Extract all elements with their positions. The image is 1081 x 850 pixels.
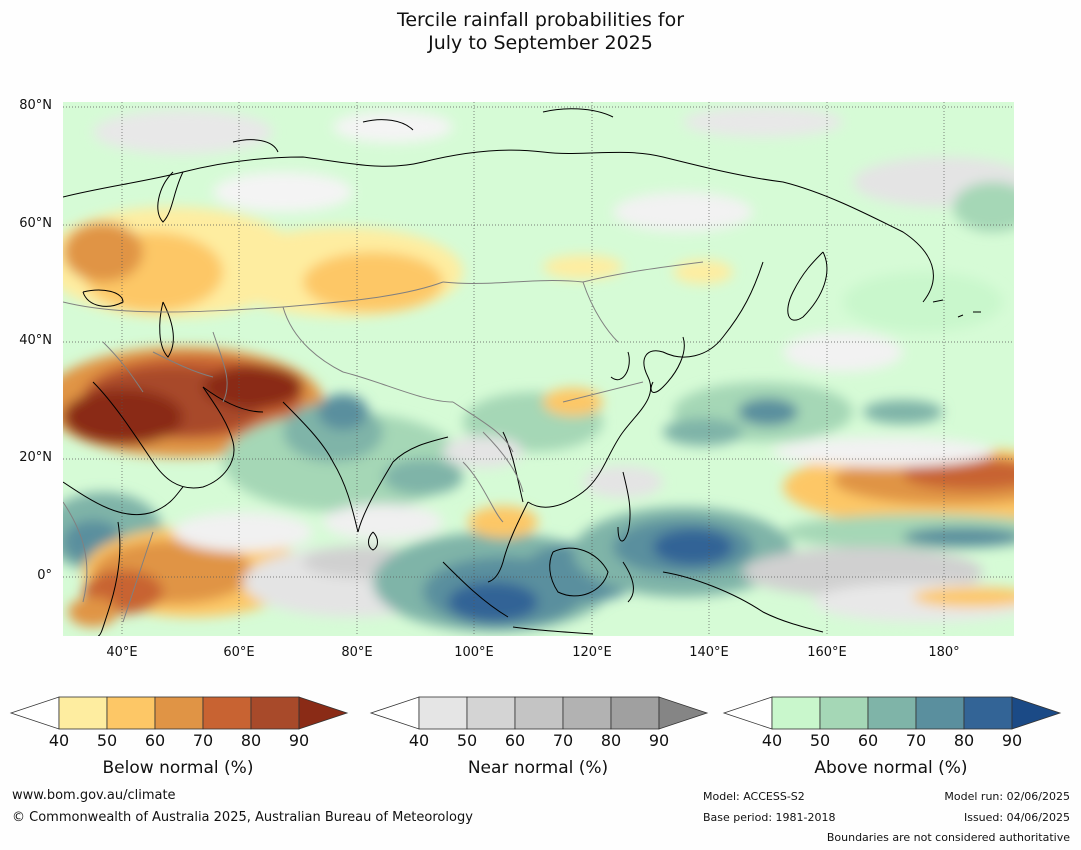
near-normal-tick-label: 70 — [552, 731, 574, 750]
below-normal-tick-label: 60 — [144, 731, 166, 750]
country-boundaries — [63, 261, 704, 623]
lon-label-60e: 60°E — [223, 645, 255, 660]
above-normal-tick-label: 40 — [761, 731, 783, 750]
lon-label-140e: 140°E — [689, 645, 729, 660]
lon-label-40e: 40°E — [106, 645, 138, 660]
near-normal-high-extend — [658, 696, 709, 730]
above-normal-swatch — [915, 696, 965, 730]
below-normal-swatch — [58, 696, 108, 730]
map-title: Tercile rainfall probabilities for July … — [0, 9, 1081, 55]
above-normal-swatch — [819, 696, 869, 730]
map-canvas — [63, 102, 1014, 636]
below-normal-high-extend — [298, 696, 349, 730]
below-normal-tick-label: 50 — [96, 731, 118, 750]
near-normal-swatch — [418, 696, 468, 730]
copyright-text: © Commonwealth of Australia 2025, Austra… — [12, 810, 473, 825]
coastlines — [63, 108, 981, 636]
lon-label-80e: 80°E — [341, 645, 373, 660]
title-line-2: July to September 2025 — [428, 32, 653, 54]
base-period-text: Base period: 1981-2018 — [703, 811, 836, 824]
below-normal-low-extend — [9, 696, 60, 730]
below-normal-tick-label: 70 — [192, 731, 214, 750]
near-normal-label: Near normal (%) — [467, 758, 609, 778]
colorbar-above-normal — [722, 696, 1062, 730]
below-normal-label: Below normal (%) — [102, 758, 254, 778]
above-normal-high-extend — [1011, 696, 1062, 730]
lat-label-20n: 20°N — [19, 450, 52, 465]
near-normal-swatch — [514, 696, 564, 730]
probability-map — [63, 102, 1014, 636]
above-normal-label: Above normal (%) — [814, 758, 968, 778]
above-normal-low-extend — [722, 696, 773, 730]
lon-label-120e: 120°E — [572, 645, 612, 660]
above-normal-tick-label: 80 — [953, 731, 975, 750]
model-run-text: Model run: 02/06/2025 — [944, 790, 1070, 803]
website-link[interactable]: www.bom.gov.au/climate — [12, 788, 176, 803]
issued-text: Issued: 04/06/2025 — [963, 811, 1070, 824]
above-normal-tick-label: 50 — [809, 731, 831, 750]
lon-label-160e: 160°E — [807, 645, 847, 660]
below-normal-tick-label: 90 — [288, 731, 310, 750]
colorbar-below-normal — [9, 696, 349, 730]
colorbars — [9, 696, 1062, 730]
near-normal-low-extend — [369, 696, 420, 730]
below-normal-swatch — [250, 696, 300, 730]
lat-label-60n: 60°N — [19, 216, 52, 231]
near-normal-tick-label: 80 — [600, 731, 622, 750]
near-normal-tick-label: 40 — [408, 731, 430, 750]
lat-label-40n: 40°N — [19, 333, 52, 348]
above-normal-tick-label: 60 — [857, 731, 879, 750]
near-normal-tick-label: 60 — [504, 731, 526, 750]
above-normal-tick-label: 70 — [905, 731, 927, 750]
below-normal-swatch — [154, 696, 204, 730]
near-normal-swatch — [562, 696, 612, 730]
near-normal-tick-label: 90 — [648, 731, 670, 750]
title-line-1: Tercile rainfall probabilities for — [396, 9, 685, 31]
lon-label-100e: 100°E — [454, 645, 494, 660]
lat-label-80n: 80°N — [19, 98, 52, 113]
below-normal-swatch — [202, 696, 252, 730]
probability-field — [63, 107, 1014, 632]
disclaimer-text: Boundaries are not considered authoritat… — [826, 831, 1070, 844]
below-normal-tick-label: 80 — [240, 731, 262, 750]
near-normal-tick-label: 50 — [456, 731, 478, 750]
above-normal-swatch — [771, 696, 821, 730]
model-text: Model: ACCESS-S2 — [703, 790, 805, 803]
graticule — [63, 102, 1014, 636]
near-normal-swatch — [466, 696, 516, 730]
above-normal-swatch — [867, 696, 917, 730]
above-normal-swatch — [963, 696, 1013, 730]
near-normal-swatch — [610, 696, 660, 730]
colorbar-near-normal — [369, 696, 709, 730]
above-normal-tick-label: 90 — [1001, 731, 1023, 750]
lat-label-0: 0° — [37, 568, 52, 583]
lon-label-180: 180° — [928, 645, 960, 660]
below-normal-tick-label: 40 — [48, 731, 70, 750]
below-normal-swatch — [106, 696, 156, 730]
